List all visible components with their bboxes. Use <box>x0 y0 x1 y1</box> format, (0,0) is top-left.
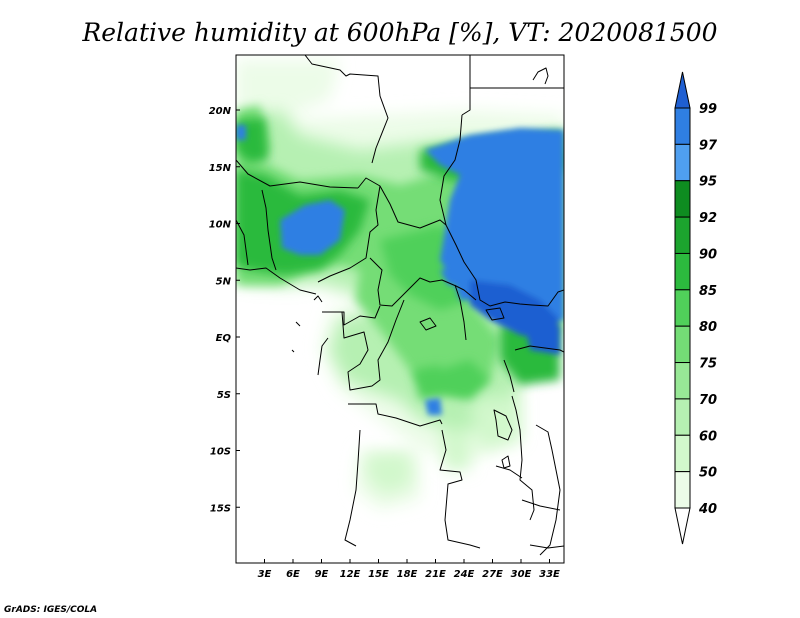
colorbar-label: 60 <box>699 429 717 444</box>
humidity-field <box>236 55 564 563</box>
lon-tick-label: 9E <box>315 569 329 580</box>
country-borders <box>236 55 564 556</box>
colorbar-segment <box>674 289 691 327</box>
colorbar-bottom-arrow <box>674 507 691 545</box>
lon-tick-label: 6E <box>286 569 300 580</box>
lon-tick-label: 24E <box>454 569 475 580</box>
colorbar-segment <box>674 471 691 509</box>
colorbar-segment <box>674 216 691 254</box>
lon-tick-label: 12E <box>340 569 361 580</box>
grads-credit: GrADS: IGES/COLA <box>4 605 97 615</box>
colorbar-label: 85 <box>699 284 717 299</box>
lon-tick-label: 15E <box>368 569 389 580</box>
rh-95-99-region <box>236 125 564 415</box>
lon-tick-label: 30E <box>511 569 532 580</box>
lat-tick-label: 15S <box>210 503 231 514</box>
colorbar: 99 97 95 92 90 85 80 75 70 60 50 40 <box>674 71 718 545</box>
longitude-axis: 3E 6E 9E 12E 15E 18E 21E 24E 27E 30E 33E <box>258 559 560 580</box>
colorbar-segment <box>674 398 691 436</box>
colorbar-label: 70 <box>699 393 717 408</box>
lat-tick-label: 5S <box>217 390 231 401</box>
colorbar-label: 75 <box>699 357 717 372</box>
colorbar-segment <box>674 180 691 218</box>
colorbar-label: 95 <box>699 175 717 190</box>
colorbar-label: 92 <box>699 211 717 226</box>
colorbar-segment <box>674 325 691 364</box>
lat-tick-label: 20N <box>209 106 232 117</box>
map-title: Relative humidity at 600hPa [%], VT: 202… <box>81 18 717 47</box>
colorbar-label: 97 <box>699 138 718 153</box>
colorbar-label: 80 <box>699 320 717 335</box>
colorbar-label: 99 <box>699 102 717 117</box>
map-axes: 20N 15N 10N 5N EQ 5S 10S 15S 3E 6E 9E 12E 15E 18E 21E… <box>209 106 560 580</box>
lon-tick-label: 18E <box>397 569 418 580</box>
lat-tick-label: 10S <box>210 447 231 458</box>
lat-tick-label: EQ <box>216 333 232 344</box>
colorbar-segment <box>674 362 691 400</box>
latitude-axis: 20N 15N 10N 5N EQ 5S 10S 15S <box>209 106 240 514</box>
colorbar-label: 40 <box>698 502 717 517</box>
lon-tick-label: 3E <box>258 569 272 580</box>
lat-tick-label: 15N <box>209 163 232 174</box>
colorbar-segment <box>674 434 691 473</box>
colorbar-segment <box>674 143 691 182</box>
map-frame <box>235 54 565 564</box>
lon-tick-label: 27E <box>482 569 503 580</box>
colorbar-segment <box>674 252 691 291</box>
lat-tick-label: 10N <box>209 220 232 231</box>
colorbar-top-arrow <box>674 71 691 109</box>
lat-tick-label: 5N <box>216 276 232 287</box>
colorbar-segment <box>674 107 691 145</box>
lon-tick-label: 21E <box>425 569 446 580</box>
colorbar-label: 90 <box>699 247 717 262</box>
lon-tick-label: 33E <box>539 569 560 580</box>
colorbar-label: 50 <box>699 466 717 481</box>
